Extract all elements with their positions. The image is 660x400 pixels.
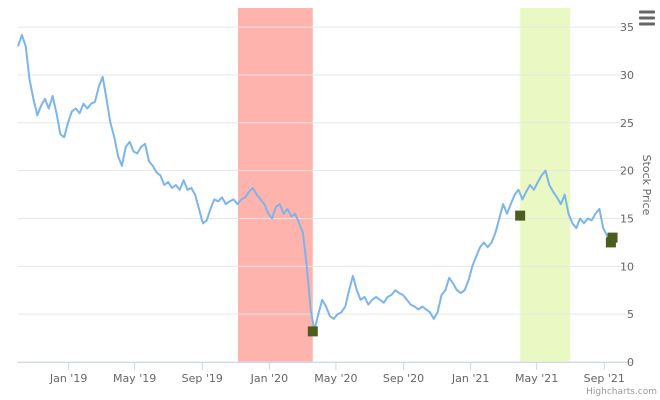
x-tick-label: May '19 (113, 372, 156, 385)
trade-marker (307, 326, 318, 337)
credits-link[interactable]: Highcharts.com (586, 387, 657, 397)
plot-band-green (520, 8, 571, 362)
trade-marker (607, 232, 618, 243)
y-tick-label: 15 (620, 212, 634, 225)
plot-bands (238, 8, 571, 362)
chart-menu-button[interactable] (634, 8, 660, 30)
trade-markers (307, 210, 618, 337)
plot-band-red (238, 8, 313, 362)
hamburger-menu-icon[interactable] (639, 10, 655, 26)
x-tick-label: Jan '21 (451, 372, 489, 385)
y-tick-label: 0 (627, 356, 634, 369)
x-tick-label: Sep '21 (584, 372, 625, 385)
menu-icon-bar[interactable] (639, 22, 655, 26)
y-axis: 0 5 10 15 20 25 30 35 (620, 21, 634, 369)
trade-marker (515, 210, 526, 221)
x-tick-label: May '20 (314, 372, 357, 385)
y-tick-label: 5 (627, 308, 634, 321)
y-tick-label: 30 (620, 69, 634, 82)
menu-icon-bar[interactable] (639, 16, 655, 20)
y-tick-label: 25 (620, 117, 634, 130)
x-tick-label: Sep '19 (182, 372, 223, 385)
x-tick-label: Sep '20 (383, 372, 424, 385)
y-tick-label: 35 (620, 21, 634, 34)
y-tick-label: 20 (620, 165, 634, 178)
menu-icon-bar[interactable] (639, 10, 655, 14)
x-axis: Jan '19 May '19 Sep '19 Jan '20 May '20 Sep '… (18, 362, 632, 385)
x-tick-label: Jan '19 (49, 372, 87, 385)
x-tick-label: Jan '20 (250, 372, 288, 385)
y-tick-label: 10 (620, 260, 634, 273)
x-tick-label: May '21 (515, 372, 558, 385)
y-axis-title: Stock Price (640, 155, 653, 216)
